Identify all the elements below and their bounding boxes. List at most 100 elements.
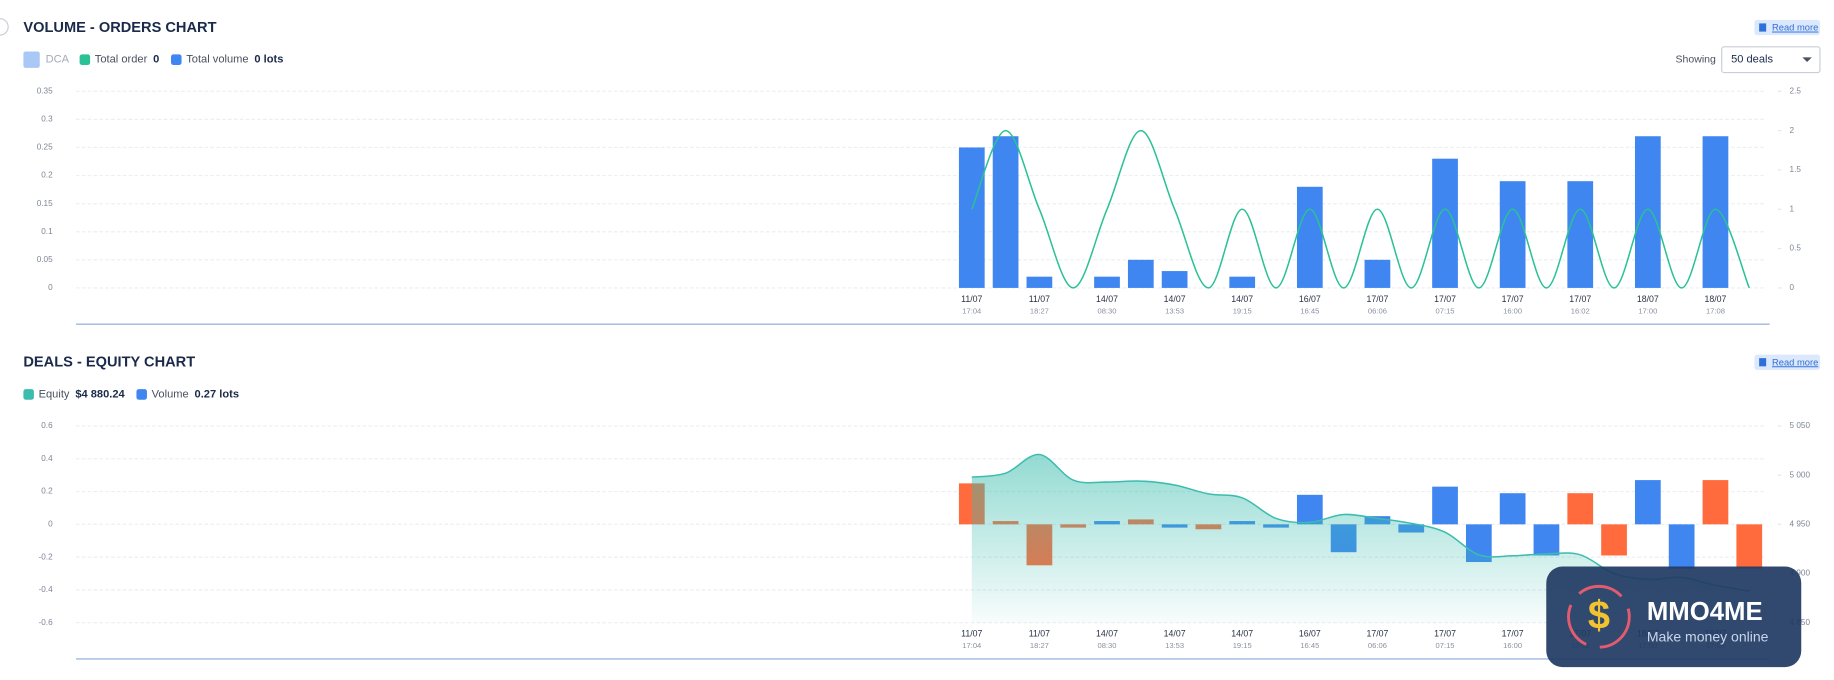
y2-tick-label: 4 900 (1790, 569, 1811, 578)
y-tick-label: 0.15 (37, 199, 53, 208)
x-tick-time: 06:06 (1368, 306, 1387, 315)
showing-label: Showing (1676, 53, 1716, 65)
bar (1634, 480, 1661, 525)
bar (1601, 524, 1627, 556)
legend-label: Total order (95, 54, 148, 66)
bar (958, 147, 985, 288)
read-more-icon[interactable] (1759, 358, 1767, 367)
dropdown-value[interactable]: 50 deals (1731, 54, 1773, 66)
watermark-icon: $ (1588, 593, 1610, 637)
x-tick-date: 11/07 (961, 629, 982, 639)
x-tick-date: 17/07 (1366, 629, 1388, 639)
y-tick-label: -0.6 (39, 618, 54, 627)
dropdown-box[interactable] (1721, 46, 1821, 74)
legend-swatch (79, 54, 91, 65)
legend-swatch (136, 389, 147, 400)
x-tick-date: 14/07 (1231, 294, 1253, 304)
x-tick-time: 17:00 (1638, 306, 1657, 315)
read-more-icon[interactable] (1759, 23, 1767, 32)
x-tick-time: 16:45 (1300, 641, 1319, 650)
bar (1229, 276, 1256, 288)
x-tick-time: 08:30 (1098, 641, 1117, 650)
read-more-button[interactable]: Read more (1754, 19, 1820, 36)
x-tick-date: 17/07 (1434, 294, 1456, 304)
bar (1364, 259, 1391, 288)
read-more-link[interactable]: Read more (1772, 23, 1818, 33)
x-tick-date: 14/07 (1164, 294, 1186, 304)
legend-label: Volume (152, 388, 189, 400)
y-tick-label: -0.4 (39, 585, 54, 594)
x-tick-time: 19:15 (1233, 641, 1252, 650)
x-tick-date: 16/07 (1299, 629, 1321, 639)
watermark: $ MMO4ME Make money online (1546, 566, 1802, 668)
legend-value: 0 lots (254, 54, 283, 66)
bar (1736, 524, 1763, 569)
x-tick-date: 14/07 (1096, 629, 1118, 639)
x-tick-date: 14/07 (1096, 294, 1118, 304)
x-tick-date: 18/07 (1704, 294, 1726, 304)
line (971, 129, 1750, 289)
dropdown-caret[interactable] (1802, 57, 1812, 63)
dca-icon[interactable] (23, 51, 40, 68)
bar (1296, 186, 1323, 288)
chart-panel: VOLUME - ORDERS CHART Read more Showing 50 … (23, 19, 1821, 325)
y-tick-label: 0.6 (41, 421, 53, 430)
read-more-bg[interactable] (1754, 354, 1820, 370)
y-tick-label: 0 (48, 519, 53, 528)
bar (1668, 524, 1695, 569)
bar (1432, 486, 1458, 525)
y-tick-label: 0.3 (41, 115, 53, 124)
bar (1094, 276, 1120, 288)
x-tick-date: 17/07 (1366, 294, 1388, 304)
bar (1161, 271, 1188, 288)
x-tick-time: 16:00 (1503, 306, 1522, 315)
x-tick-time: 19:15 (1233, 306, 1252, 315)
bar (1533, 524, 1560, 556)
legend-value: 0 (153, 54, 159, 66)
x-tick-date: 18/07 (1637, 294, 1659, 304)
y-tick-label: 0.35 (37, 86, 53, 95)
x-tick-time: 06:06 (1368, 641, 1387, 650)
bar (1567, 181, 1594, 288)
x-tick-time: 16:00 (1503, 641, 1522, 650)
x-tick-time: 16:02 (1571, 306, 1590, 315)
read-more-bg[interactable] (1754, 19, 1820, 36)
x-tick-date: 17/07 (1502, 629, 1524, 639)
legend-value: $4 880.24 (75, 388, 125, 400)
bar (1567, 493, 1594, 525)
bar (1702, 136, 1729, 288)
deals-dropdown[interactable]: 50 deals (1721, 46, 1821, 74)
x-tick-date: 17/07 (1569, 294, 1591, 304)
x-tick-date: 17/07 (1502, 294, 1524, 304)
watermark-title: MMO4ME (1647, 598, 1763, 626)
x-tick-date: 14/07 (1164, 629, 1186, 639)
x-tick-time: 07:15 (1436, 306, 1455, 315)
bar (1499, 493, 1526, 525)
x-tick-date: 11/07 (1029, 629, 1050, 639)
y2-tick-label: 5 000 (1790, 470, 1811, 479)
legend-label: Equity (39, 388, 70, 400)
y2-tick-label: 0.5 (1790, 244, 1802, 253)
y2-tick-label: 4 950 (1790, 519, 1811, 528)
watermark-subtitle: Make money online (1647, 629, 1769, 645)
x-tick-time: 08:30 (1098, 306, 1117, 315)
bar (1026, 276, 1053, 288)
x-tick-time: 17:04 (962, 641, 981, 650)
bar (1702, 480, 1729, 525)
x-tick-date: 14/07 (1231, 629, 1253, 639)
y2-tick-label: 5 050 (1790, 421, 1811, 430)
read-more-button[interactable]: Read more (1754, 354, 1820, 370)
y-tick-label: -0.2 (39, 552, 54, 561)
x-tick-time: 18:27 (1030, 641, 1049, 650)
y-tick-label: 0.1 (41, 227, 53, 236)
x-tick-time: 16:45 (1300, 306, 1319, 315)
y-tick-label: 0.05 (37, 255, 53, 264)
read-more-link[interactable]: Read more (1772, 357, 1818, 367)
side-handle[interactable] (0, 18, 9, 36)
y2-tick-label: 1 (1790, 204, 1795, 213)
legend-value: 0.27 lots (195, 388, 239, 400)
dca-label[interactable]: DCA (46, 54, 70, 66)
watermark-box (1546, 566, 1802, 668)
y2-tick-label: 2 (1790, 126, 1795, 135)
